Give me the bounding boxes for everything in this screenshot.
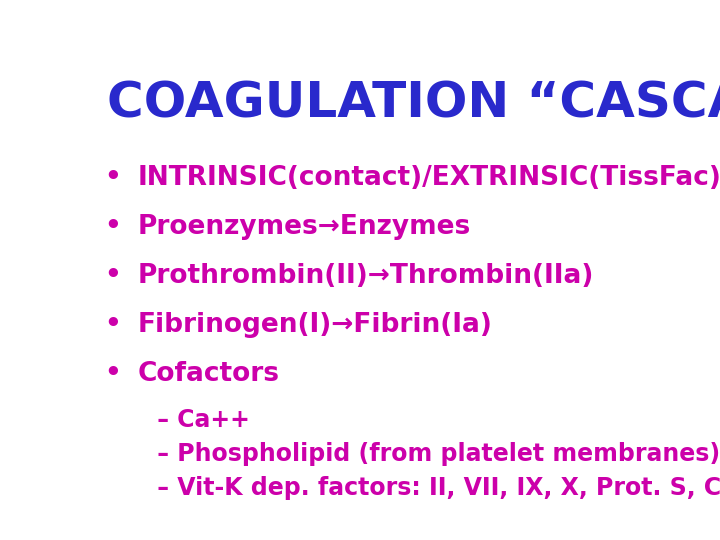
Text: – Vit-K dep. factors: II, VII, IX, X, Prot. S, C, Z: – Vit-K dep. factors: II, VII, IX, X, Pr… <box>148 476 720 500</box>
Text: Proenzymes→Enzymes: Proenzymes→Enzymes <box>138 214 471 240</box>
Text: Cofactors: Cofactors <box>138 361 279 387</box>
Text: •: • <box>104 165 121 191</box>
Text: •: • <box>104 263 121 289</box>
Text: COAGULATION “CASCADE”: COAGULATION “CASCADE” <box>107 79 720 127</box>
Text: •: • <box>104 361 121 387</box>
Text: – Phospholipid (from platelet membranes): – Phospholipid (from platelet membranes) <box>148 442 720 466</box>
Text: Prothrombin(II)→Thrombin(IIa): Prothrombin(II)→Thrombin(IIa) <box>138 263 594 289</box>
Text: Fibrinogen(I)→Fibrin(Ia): Fibrinogen(I)→Fibrin(Ia) <box>138 312 492 338</box>
Text: – Ca++: – Ca++ <box>148 408 249 432</box>
Text: •: • <box>104 214 121 240</box>
Text: INTRINSIC(contact)/EXTRINSIC(TissFac): INTRINSIC(contact)/EXTRINSIC(TissFac) <box>138 165 720 191</box>
Text: •: • <box>104 312 121 338</box>
